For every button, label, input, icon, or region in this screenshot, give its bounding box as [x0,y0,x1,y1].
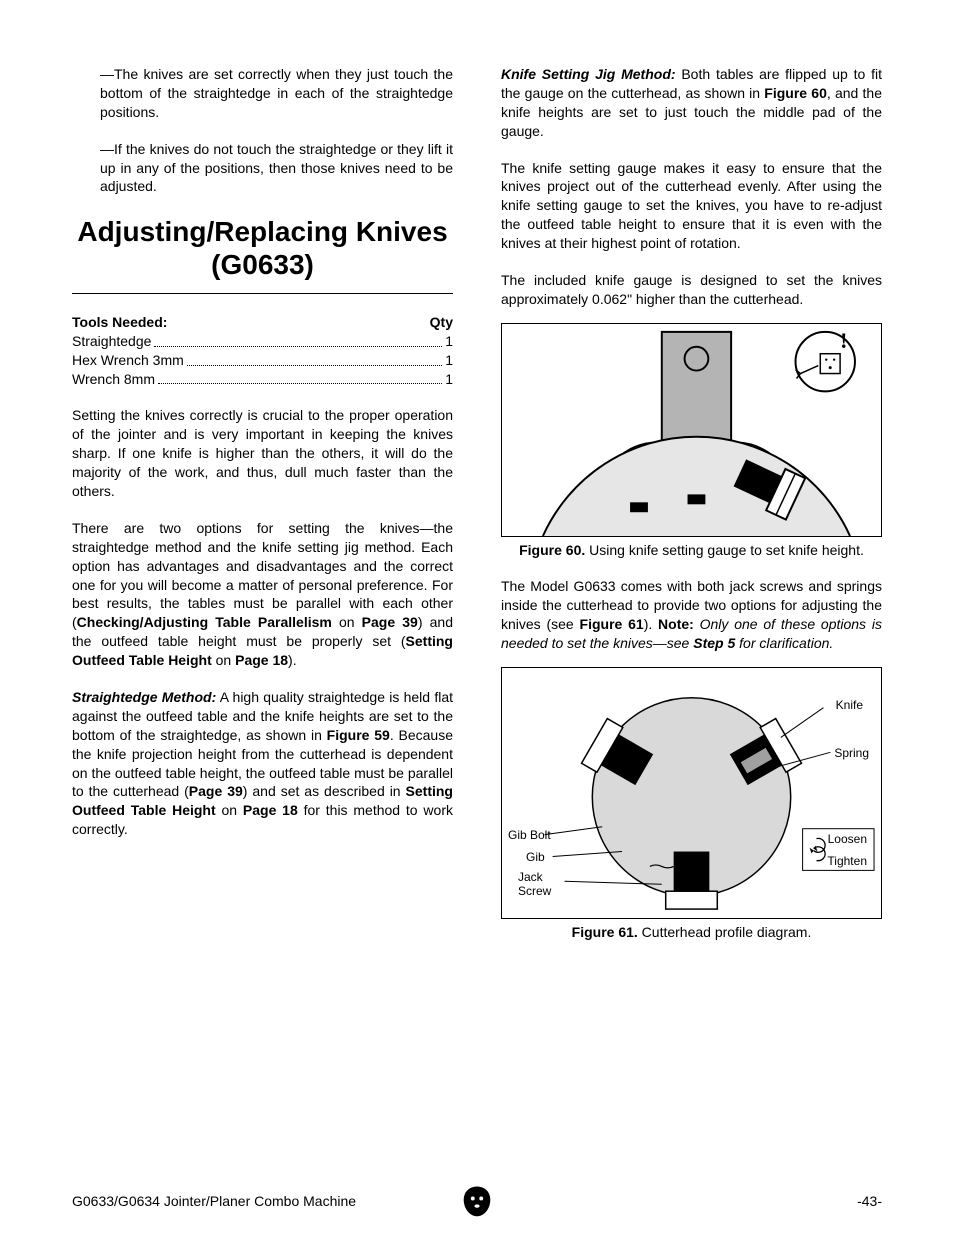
tool-row: Straightedge 1 [72,332,453,351]
label-gib: Gib [526,850,545,864]
tool-row: Hex Wrench 3mm 1 [72,351,453,370]
heading-rule [72,293,453,294]
grizzly-logo-icon [460,1184,494,1218]
label-spring: Spring [834,746,869,760]
tools-header: Tools Needed: Qty [72,314,453,330]
tool-name: Wrench 8mm [72,370,155,389]
tool-dots [187,351,442,366]
figure-60-caption: Figure 60. Using knife setting gauge to … [501,541,882,559]
tool-qty: 1 [445,351,453,370]
tool-dots [158,370,442,385]
tool-row: Wrench 8mm 1 [72,370,453,389]
page-footer: G0633/G0634 Jointer/Planer Combo Machine… [72,1193,882,1209]
tool-qty: 1 [445,370,453,389]
tools-header-right: Qty [430,314,453,330]
left-column: —The knives are set correctly when they … [72,65,453,941]
tool-qty: 1 [445,332,453,351]
label-tighten: Tighten [827,854,867,868]
left-p2: There are two options for setting the kn… [72,519,453,670]
figure-60: ! [501,323,882,537]
figure-61-caption: Figure 61. Cutterhead profile diagram. [501,923,882,941]
right-p3: The included knife gauge is designed to … [501,271,882,309]
figure-61: Knife Spring Gib Bolt Gib Jack Screw Loo… [501,667,882,919]
bullet-1: —The knives are set correctly when they … [100,65,453,122]
svg-text:!: ! [840,329,847,353]
footer-right: -43- [857,1193,882,1209]
right-column: Knife Setting Jig Method: Both tables ar… [501,65,882,941]
figure-60-svg: ! [502,324,881,536]
right-p4: The Model G0633 comes with both jack scr… [501,577,882,653]
figure-61-svg [502,668,881,918]
right-p2: The knife setting gauge makes it easy to… [501,159,882,253]
tool-name: Hex Wrench 3mm [72,351,184,370]
label-knife: Knife [836,698,863,712]
knife-jig-method-label: Knife Setting Jig Method: [501,66,676,82]
straightedge-method-label: Straightedge Method: [72,689,216,705]
footer-left: G0633/G0634 Jointer/Planer Combo Machine [72,1193,356,1209]
tools-header-left: Tools Needed: [72,314,167,330]
tools-list: Straightedge 1 Hex Wrench 3mm 1 Wrench 8mm 1 [72,332,453,389]
bullet-2: —If the knives do not touch the straight… [100,140,453,197]
right-p1: Knife Setting Jig Method: Both tables ar… [501,65,882,141]
label-jack-screw: Jack Screw [518,870,551,898]
left-p1: Setting the knives correctly is crucial … [72,406,453,500]
tool-name: Straightedge [72,332,151,351]
label-gib-bolt: Gib Bolt [508,828,551,842]
label-loosen: Loosen [828,832,867,846]
left-p3: Straightedge Method: A high quality stra… [72,688,453,839]
section-heading: Adjusting/Replacing Knives (G0633) [72,216,453,280]
tool-dots [154,332,442,347]
